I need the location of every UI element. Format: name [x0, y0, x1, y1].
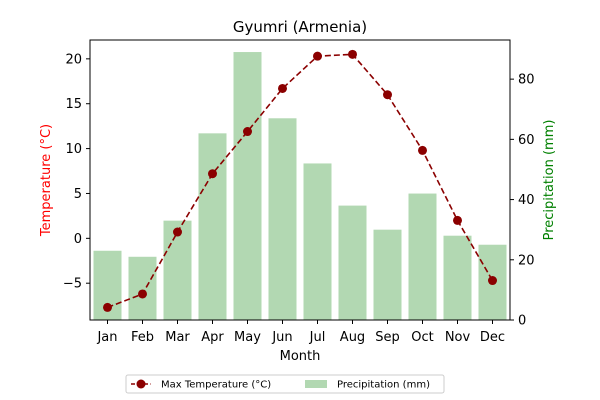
y-right-tick-label: 40	[518, 193, 535, 208]
x-tick-label: Dec	[480, 330, 505, 345]
temperature-point-jul	[313, 51, 322, 61]
x-tick-label: Aug	[340, 330, 365, 345]
x-tick-label: Apr	[201, 330, 224, 345]
y-axis-left-label: Temperature (°C)	[39, 124, 54, 237]
precipitation-bar-nov	[443, 235, 472, 320]
y-left-tick-label: 10	[65, 142, 82, 157]
legend-line-marker	[136, 379, 146, 389]
x-tick-label: Jun	[271, 330, 292, 345]
x-tick-label: Jan	[96, 330, 117, 345]
temperature-point-nov	[453, 215, 462, 225]
y-left-tick-label: 20	[65, 52, 82, 67]
x-axis-label: Month	[280, 349, 321, 364]
x-tick-label: Mar	[165, 330, 190, 345]
temperature-point-dec	[488, 276, 497, 286]
x-tick-label: Oct	[411, 330, 433, 345]
precipitation-bar-sep	[373, 229, 402, 320]
y-right-tick-label: 80	[518, 73, 535, 88]
y-right-tick-label: 0	[518, 314, 526, 329]
legend-frame	[125, 374, 445, 394]
plot-frame	[89, 39, 511, 321]
y-axis-right-label: Precipitation (mm)	[542, 120, 557, 241]
y-left-tick-label: 15	[65, 97, 82, 112]
temperature-point-may	[243, 127, 252, 137]
temperature-point-sep	[383, 90, 392, 100]
x-tick-label: May	[234, 330, 261, 345]
legend: Max Temperature (°C) Precipitation (mm)	[125, 374, 445, 394]
precipitation-bar-apr	[198, 133, 227, 320]
temperature-point-mar	[173, 227, 182, 237]
temperature-line	[107, 53, 494, 309]
precipitation-bar-may	[233, 52, 262, 321]
temperature-point-jun	[278, 83, 287, 93]
legend-bar-swatch	[305, 380, 327, 388]
y-left-tick-label: −5	[63, 277, 82, 292]
temperature-point-feb	[138, 289, 147, 299]
precipitation-bar-oct	[408, 193, 437, 320]
y-right-tick-label: 20	[518, 253, 535, 268]
chart-title: Gyumri (Armenia)	[233, 18, 367, 36]
temperature-point-oct	[418, 145, 427, 155]
precipitation-bar-feb	[128, 256, 157, 320]
x-tick-label: Nov	[445, 330, 471, 345]
x-tick-label: Feb	[131, 330, 154, 345]
legend-entry-precipitation: Precipitation (mm)	[337, 380, 430, 391]
x-tick-label: Sep	[375, 330, 400, 345]
legend-entry-temperature: Max Temperature (°C)	[161, 380, 271, 391]
y-left-tick-label: 5	[74, 187, 82, 202]
precipitation-bar-jun	[268, 118, 297, 320]
temperature-point-aug	[348, 49, 357, 59]
precipitation-bar-aug	[338, 205, 367, 320]
temperature-point-jan	[103, 302, 112, 312]
y-right-tick-label: 60	[518, 133, 535, 148]
y-left-tick-label: 0	[74, 232, 82, 247]
x-tick-label: Jul	[309, 330, 326, 345]
precipitation-bar-mar	[163, 220, 192, 320]
precipitation-bar-jul	[303, 163, 332, 320]
temperature-point-apr	[208, 169, 217, 179]
